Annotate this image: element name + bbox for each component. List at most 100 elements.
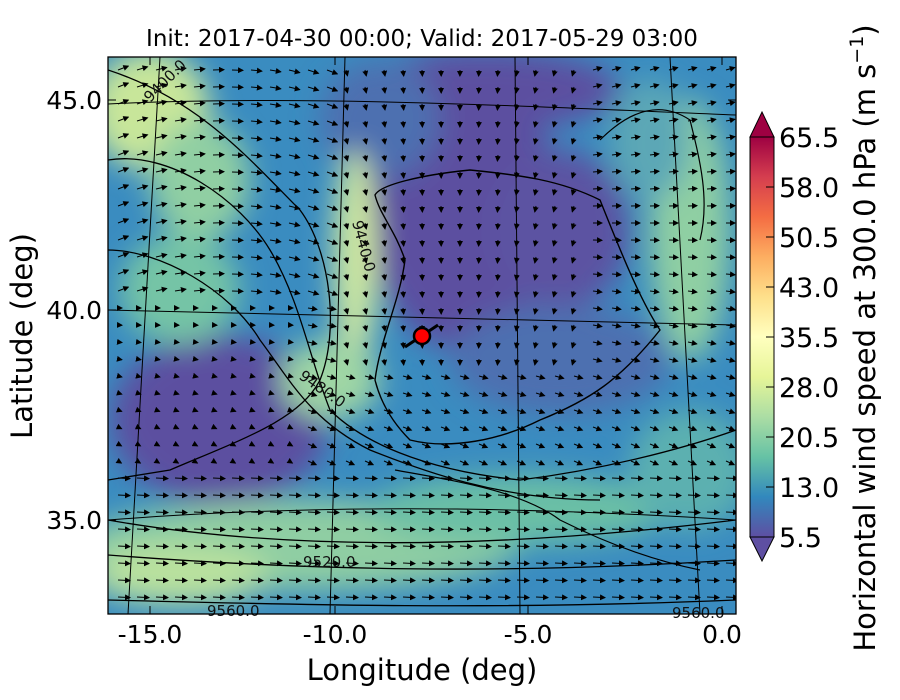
wind-arrow (725, 339, 736, 346)
wind-arrow (554, 391, 565, 398)
wind-arrow (153, 423, 161, 430)
wind-arrow (570, 341, 577, 349)
wind-arrow (649, 492, 663, 499)
wind-arrow (250, 271, 263, 278)
wind-arrow (516, 408, 527, 415)
wind-arrow (212, 560, 226, 567)
wind-arrow (400, 120, 407, 128)
wind-arrow (516, 459, 527, 466)
wind-arrow (535, 459, 546, 466)
wind-arrow (687, 151, 698, 158)
wind-arrow (592, 151, 603, 158)
wind-arrow (611, 442, 622, 449)
wind-arrow (362, 239, 369, 247)
wind-arrow (402, 509, 416, 516)
wind-arrow (250, 101, 263, 108)
contour-label: 9520.0 (303, 553, 356, 571)
wind-arrow (421, 425, 432, 432)
wind-arrow (326, 509, 340, 516)
wind-arrow (343, 256, 350, 264)
wind-arrow (343, 103, 350, 111)
wind-arrow (286, 423, 294, 430)
wind-arrow (687, 526, 701, 533)
wind-arrow (307, 221, 320, 228)
wind-arrow (288, 102, 301, 109)
wind-arrow (307, 102, 320, 109)
wind-arrow (173, 338, 180, 345)
wind-arrow (364, 526, 378, 533)
wind-arrow (307, 204, 320, 211)
wind-arrow (440, 475, 454, 482)
wind-arrow (494, 358, 501, 366)
wind-arrow (362, 256, 369, 264)
colorbar-tick-label: 43.0 (779, 273, 839, 304)
wind-arrow (117, 577, 131, 584)
wind-arrow (668, 322, 679, 329)
wind-arrow (649, 374, 660, 380)
wind-arrow (478, 374, 489, 380)
wind-vectors (115, 65, 736, 601)
wind-arrow (649, 475, 663, 482)
wind-arrow (725, 391, 736, 398)
wind-arrow (630, 459, 641, 466)
wind-arrow (400, 205, 407, 213)
wind-arrow (269, 153, 282, 159)
wind-arrow (459, 560, 473, 567)
wind-arrow (136, 526, 150, 533)
wind-arrow (381, 222, 388, 230)
wind-arrow (532, 273, 539, 281)
wind-arrow (269, 509, 283, 516)
wind-arrow (687, 543, 701, 550)
wind-arrow (630, 594, 644, 601)
wind-arrow (343, 290, 350, 298)
wind-arrow (192, 338, 199, 345)
wind-arrow (400, 273, 407, 281)
wind-arrow (513, 358, 520, 366)
wind-arrow (267, 440, 275, 447)
wind-arrow (478, 577, 492, 584)
wind-arrow (117, 560, 131, 567)
wind-arrow (250, 220, 263, 227)
wind-arrow (421, 577, 435, 584)
wind-arrow (478, 391, 489, 398)
wind-arrow (459, 374, 470, 380)
wind-arrow (687, 254, 698, 261)
wind-arrow (687, 339, 698, 346)
wind-arrow (288, 594, 302, 601)
y-tick-label: 40.0 (46, 296, 102, 325)
wind-arrow (440, 459, 451, 466)
wind-arrow (668, 594, 682, 601)
wind-arrow (668, 526, 682, 533)
wind-arrow (668, 83, 679, 89)
wind-arrow (497, 509, 511, 516)
wind-arrow (117, 475, 131, 482)
wind-arrow (513, 256, 520, 264)
wind-arrow (630, 425, 641, 432)
wind-arrow (630, 526, 644, 533)
wind-arrow (343, 120, 350, 128)
wind-arrow (668, 305, 679, 312)
wind-arrow (345, 408, 356, 415)
wind-arrow (117, 133, 130, 139)
wind-arrow (402, 408, 413, 415)
wind-arrow (193, 594, 207, 601)
wind-arrow (440, 526, 454, 533)
wind-arrow (402, 526, 416, 533)
wind-arrow (155, 133, 168, 140)
wind-arrow (687, 271, 698, 278)
wind-arrow (532, 154, 539, 162)
y-axis: 45.0 40.0 35.0 Latitude (deg) (5, 86, 736, 535)
wind-arrow (155, 509, 169, 516)
wind-arrow (706, 65, 717, 72)
wind-arrow (649, 442, 660, 449)
y-tick-label: 35.0 (46, 506, 102, 535)
wind-arrow (269, 136, 282, 142)
wind-arrow (343, 307, 350, 315)
wind-arrow (193, 66, 206, 73)
wind-arrow (174, 100, 187, 106)
wind-arrow (649, 459, 660, 466)
wind-arrow (459, 509, 473, 516)
wind-arrow (611, 492, 625, 499)
wind-arrow (269, 577, 283, 584)
x-tick-label: 0.0 (702, 620, 742, 649)
